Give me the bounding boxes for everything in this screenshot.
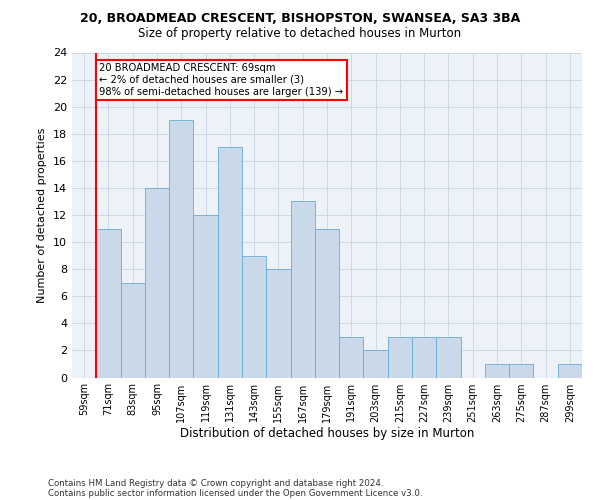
Text: Contains public sector information licensed under the Open Government Licence v3: Contains public sector information licen… — [48, 488, 422, 498]
Bar — [242, 256, 266, 378]
Bar — [266, 269, 290, 378]
Bar — [364, 350, 388, 378]
Text: Contains HM Land Registry data © Crown copyright and database right 2024.: Contains HM Land Registry data © Crown c… — [48, 478, 383, 488]
Text: 20, BROADMEAD CRESCENT, BISHOPSTON, SWANSEA, SA3 3BA: 20, BROADMEAD CRESCENT, BISHOPSTON, SWAN… — [80, 12, 520, 26]
Bar — [121, 282, 145, 378]
X-axis label: Distribution of detached houses by size in Murton: Distribution of detached houses by size … — [180, 428, 474, 440]
Bar — [218, 148, 242, 378]
Bar — [339, 337, 364, 378]
Bar — [96, 228, 121, 378]
Bar — [169, 120, 193, 378]
Text: 20 BROADMEAD CRESCENT: 69sqm
← 2% of detached houses are smaller (3)
98% of semi: 20 BROADMEAD CRESCENT: 69sqm ← 2% of det… — [99, 64, 343, 96]
Bar — [509, 364, 533, 378]
Bar — [290, 202, 315, 378]
Bar — [485, 364, 509, 378]
Bar — [558, 364, 582, 378]
Y-axis label: Number of detached properties: Number of detached properties — [37, 128, 47, 302]
Bar — [145, 188, 169, 378]
Bar — [436, 337, 461, 378]
Bar — [388, 337, 412, 378]
Bar — [315, 228, 339, 378]
Bar — [412, 337, 436, 378]
Text: Size of property relative to detached houses in Murton: Size of property relative to detached ho… — [139, 28, 461, 40]
Bar — [193, 215, 218, 378]
